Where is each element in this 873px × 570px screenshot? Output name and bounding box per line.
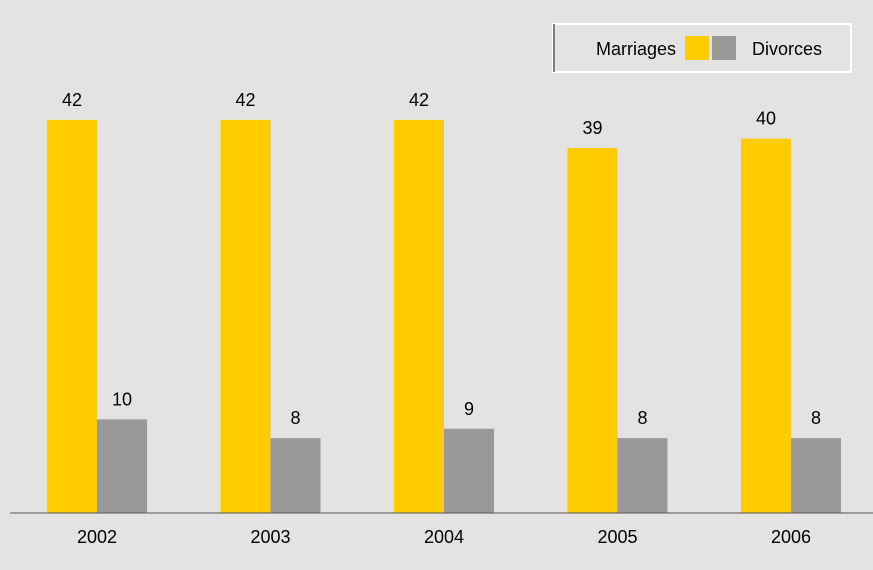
x-tick-label-2006: 2006 bbox=[771, 527, 811, 547]
legend: Marriages Divorces bbox=[552, 23, 852, 73]
bar-marriages-2004 bbox=[394, 119, 444, 513]
x-tick-label-2004: 2004 bbox=[424, 527, 464, 547]
value-label-marriages-2002: 42 bbox=[62, 90, 82, 110]
bar-marriages-2003 bbox=[220, 119, 271, 513]
bar-marriages-2005 bbox=[567, 147, 618, 513]
value-label-divorces-2006: 8 bbox=[811, 408, 821, 428]
legend-label-divorces: Divorces bbox=[752, 39, 822, 59]
value-label-divorces-2005: 8 bbox=[637, 408, 647, 428]
bar-divorces-2004 bbox=[444, 428, 494, 513]
value-label-divorces-2003: 8 bbox=[290, 408, 300, 428]
value-label-marriages-2006: 40 bbox=[756, 109, 776, 129]
value-label-divorces-2002: 10 bbox=[112, 389, 132, 409]
bar-divorces-2003 bbox=[270, 438, 321, 513]
bar-marriages-2006 bbox=[741, 138, 791, 513]
x-tick-label-2002: 2002 bbox=[77, 527, 117, 547]
value-label-divorces-2004: 9 bbox=[464, 399, 474, 419]
value-label-marriages-2005: 39 bbox=[582, 118, 602, 138]
value-label-marriages-2004: 42 bbox=[409, 90, 429, 110]
legend-swatch-marriages bbox=[685, 36, 709, 60]
value-labels-group: 42 10 42 8 42 9 39 8 40 8 bbox=[62, 90, 821, 428]
bar-divorces-2005 bbox=[617, 438, 668, 513]
x-tick-label-2003: 2003 bbox=[250, 527, 290, 547]
bar-marriages-2002 bbox=[47, 119, 97, 513]
legend-label-marriages: Marriages bbox=[596, 39, 676, 59]
bar-divorces-2002 bbox=[97, 419, 147, 513]
value-label-marriages-2003: 42 bbox=[235, 90, 255, 110]
bars-group bbox=[47, 119, 841, 513]
bar-divorces-2006 bbox=[791, 438, 841, 513]
legend-swatch-divorces bbox=[712, 36, 736, 60]
x-tick-labels-group: 2002 2003 2004 2005 2006 bbox=[77, 527, 811, 547]
x-tick-label-2005: 2005 bbox=[597, 527, 637, 547]
